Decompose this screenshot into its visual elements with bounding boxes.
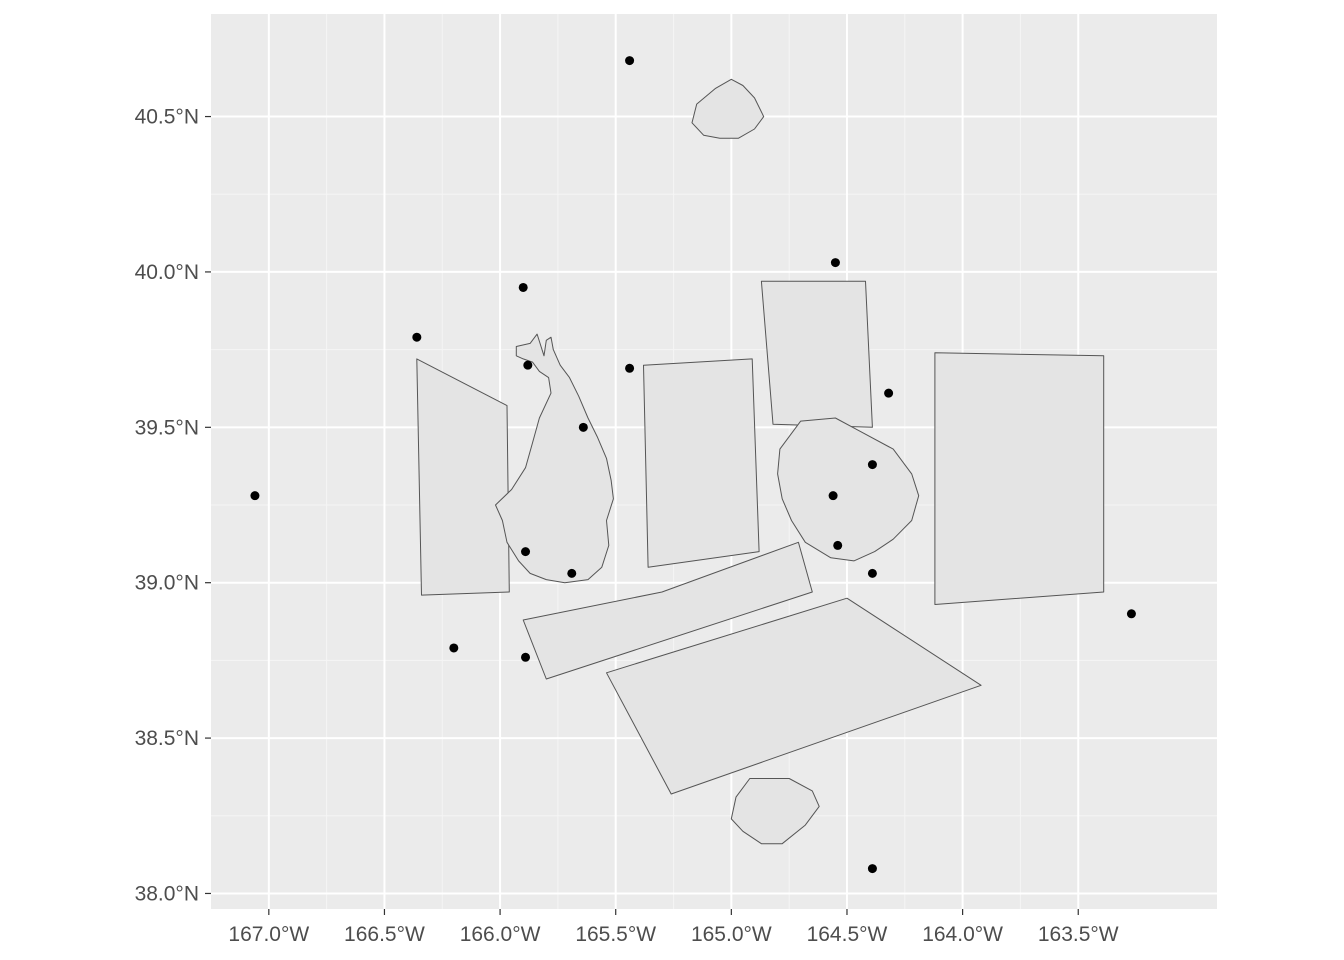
map-point	[867, 864, 877, 874]
polygon-west-box	[416, 358, 510, 596]
map-point	[518, 282, 528, 292]
x-tick-label: 164.0°W	[922, 923, 1003, 946]
map-point	[625, 363, 635, 373]
polygon-large-island	[495, 333, 614, 584]
point-layer	[250, 56, 1136, 874]
y-tick-label: 39.0°N	[135, 572, 199, 595]
map-point	[521, 652, 531, 662]
y-tick-label: 38.5°N	[135, 727, 199, 750]
polygon-layer	[416, 78, 1105, 845]
map-point	[250, 491, 260, 501]
y-tick-label: 40.0°N	[135, 261, 199, 284]
x-tick-label: 165.0°W	[691, 923, 772, 946]
map-point	[828, 491, 838, 501]
y-tick-label: 40.5°N	[135, 106, 199, 129]
x-tick-label: 166.5°W	[344, 923, 425, 946]
map-point	[521, 547, 531, 557]
x-axis: 167.0°W 166.5°W 166.0°W 165.5°W 165.0°W 164.5…	[228, 909, 1119, 946]
map-point	[1126, 609, 1136, 619]
map-point	[867, 460, 877, 470]
polygon-east-box	[934, 352, 1105, 605]
x-tick-label: 165.5°W	[575, 923, 656, 946]
map-point	[867, 568, 877, 578]
y-axis: 38.0°N 38.5°N 39.0°N 39.5°N 40.0°N 40.5°N	[135, 106, 211, 905]
polygon-center-box	[643, 358, 760, 568]
map-point	[412, 332, 422, 342]
y-tick-label: 38.0°N	[135, 882, 199, 905]
map-point	[830, 258, 840, 268]
map-point	[523, 360, 533, 370]
x-tick-label: 163.5°W	[1038, 923, 1119, 946]
map-point	[884, 388, 894, 398]
map-point	[625, 56, 635, 66]
polygon-north-east-box	[760, 280, 873, 428]
polygon-south-box	[606, 597, 982, 795]
polygon-south-island	[730, 778, 820, 845]
polygon-east-island	[777, 417, 920, 562]
map-point	[449, 643, 459, 653]
x-tick-label: 166.0°W	[460, 923, 541, 946]
x-tick-label: 164.5°W	[807, 923, 888, 946]
polygon-north-island	[691, 78, 765, 139]
x-tick-label: 167.0°W	[228, 923, 309, 946]
polygon-middle-strip	[522, 541, 813, 680]
y-tick-label: 39.5°N	[135, 416, 199, 439]
map-point	[567, 568, 577, 578]
map-point	[578, 422, 588, 432]
map-point	[833, 540, 843, 550]
